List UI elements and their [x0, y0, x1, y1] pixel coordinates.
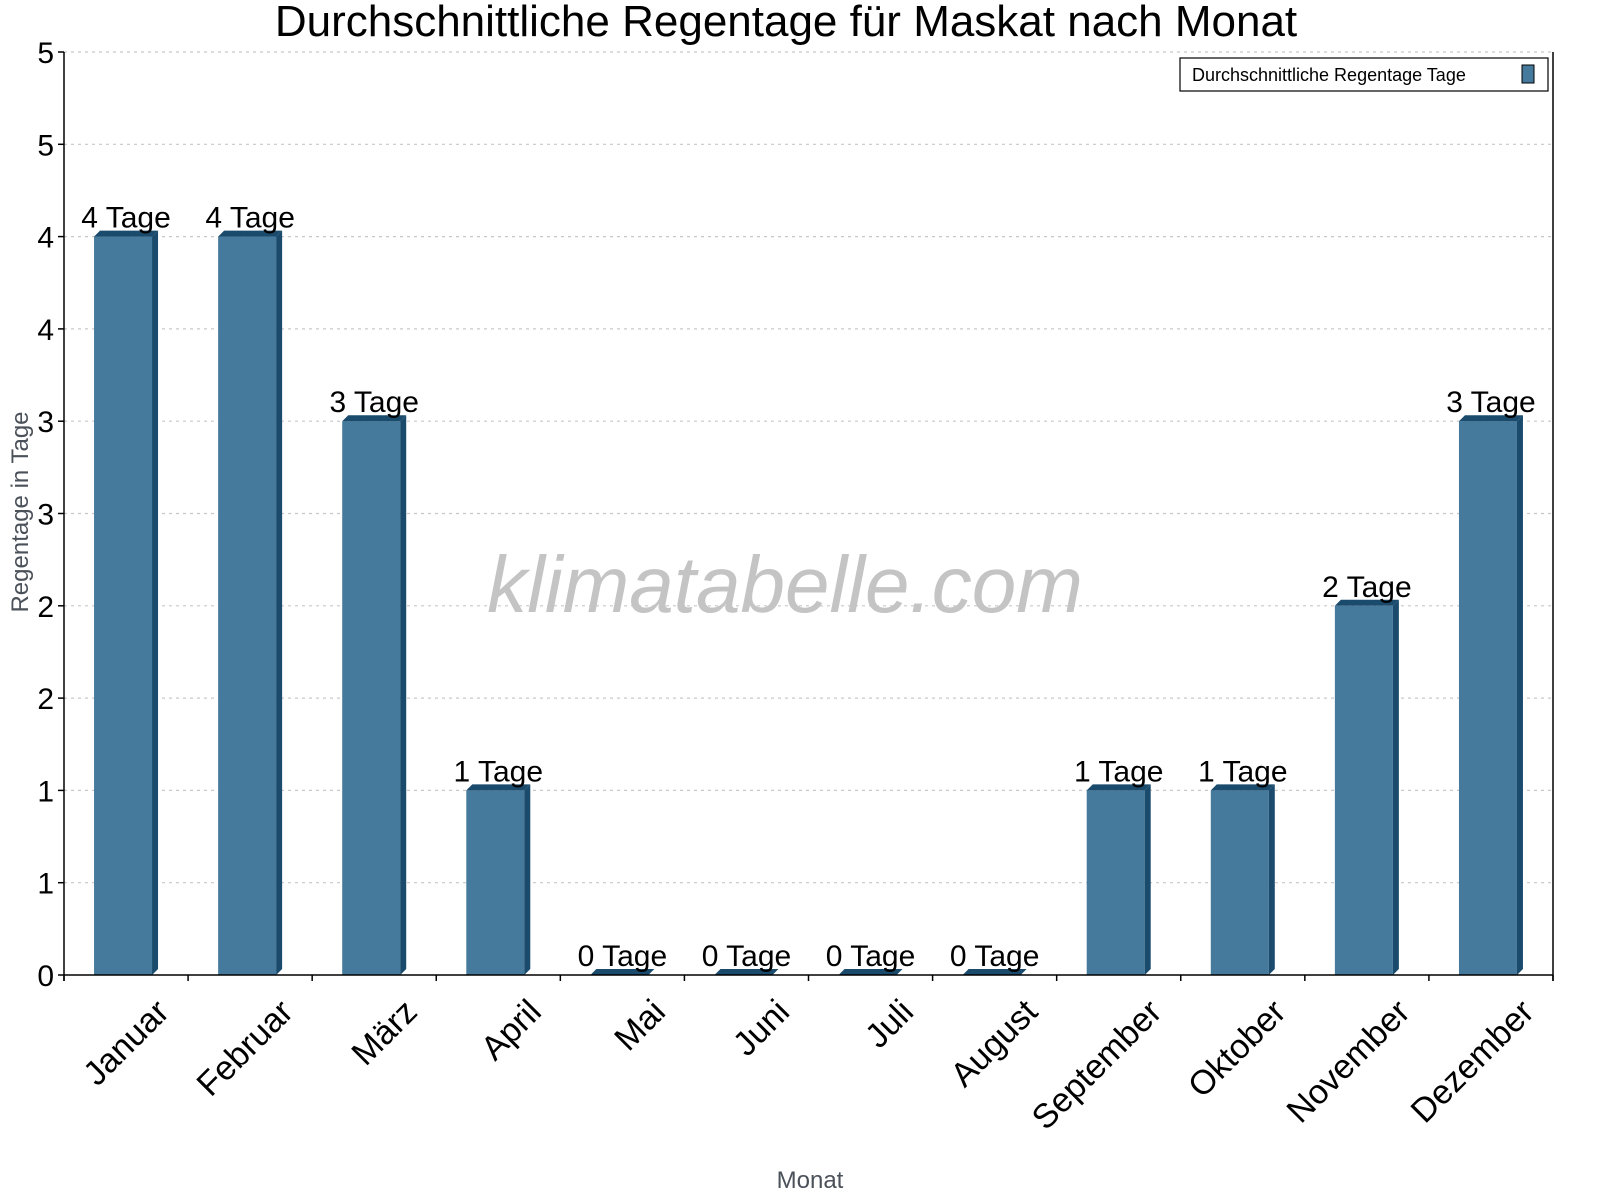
data-label: 1 Tage: [454, 755, 544, 788]
bar-front: [1086, 790, 1145, 975]
bar-side: [524, 784, 531, 975]
bar-top: [590, 969, 655, 975]
x-axis-title: Monat: [777, 1167, 844, 1194]
bar-front: [218, 236, 277, 976]
bar-front: [466, 790, 525, 975]
bars: 4 Tage 4 Tage 3 Tage 1 Tage 0 Tage 0 Tage 0 Ta…: [81, 202, 1536, 976]
x-tick-label: Oktober: [1181, 993, 1293, 1105]
bar-märz: 3 Tage: [329, 386, 419, 975]
x-tick-label: April: [474, 993, 549, 1068]
bar-top: [218, 230, 283, 237]
y-tick-label: 4: [37, 314, 54, 347]
legend-label: Durchschnittliche Regentage Tage: [1192, 65, 1466, 85]
x-tick-label: Mai: [607, 993, 673, 1059]
data-label: 2 Tage: [1322, 571, 1412, 604]
bar-front: [1334, 605, 1393, 975]
bar-side: [400, 415, 407, 975]
data-label: 4 Tage: [81, 202, 171, 235]
legend-swatch: [1521, 64, 1535, 84]
bar-juli: 0 Tage: [826, 940, 916, 975]
bar-front: [1458, 421, 1517, 975]
bar-april: 1 Tage: [454, 755, 544, 975]
axes: [63, 52, 1554, 981]
bar-top: [342, 415, 407, 422]
bar-front: [342, 421, 401, 975]
y-tick-label: 1: [37, 775, 54, 808]
bar-top: [466, 784, 531, 791]
y-tick-label: 0: [37, 960, 54, 993]
x-tick-label: November: [1280, 993, 1418, 1131]
bar-top: [714, 969, 779, 975]
bar-side: [276, 230, 283, 976]
x-tick-label: Juni: [726, 993, 797, 1064]
y-tick-label: 1: [37, 868, 54, 901]
bar-oktober: 1 Tage: [1198, 755, 1288, 975]
bar-februar: 4 Tage: [205, 202, 295, 976]
bar-januar: 4 Tage: [81, 202, 171, 976]
y-tick-label: 2: [37, 683, 54, 716]
bar-juni: 0 Tage: [702, 940, 792, 975]
y-tick-label: 3: [37, 406, 54, 439]
legend-box: [1179, 57, 1549, 92]
bar-september: 1 Tage: [1074, 755, 1164, 975]
data-label: 1 Tage: [1074, 755, 1164, 788]
bar-side: [1144, 784, 1151, 975]
data-label: 0 Tage: [578, 940, 668, 973]
bar-dezember: 3 Tage: [1446, 386, 1536, 975]
data-label: 3 Tage: [1446, 386, 1536, 419]
bar-top: [1086, 784, 1151, 791]
bar-front: [94, 236, 153, 976]
bar-top: [1458, 415, 1523, 422]
y-tick-label: 2: [37, 591, 54, 624]
y-axis-ticks: 0 1 1 2 2 3 3 4 4 5 5: [37, 37, 64, 993]
y-tick-label: 5: [37, 37, 54, 70]
watermark: klimatabelle.com: [487, 540, 1083, 629]
chart-title: Durchschnittliche Regentage für Maskat n…: [275, 0, 1297, 46]
x-tick-label: März: [344, 993, 424, 1073]
bar-november: 2 Tage: [1322, 571, 1412, 975]
bar-side: [1516, 415, 1523, 975]
x-axis-ticks: Januar Februar März April Mai Juni Juli AugustS…: [63, 975, 1554, 1137]
bar-top: [1210, 784, 1275, 791]
data-label: 0 Tage: [950, 940, 1040, 973]
bar-side: [152, 230, 159, 976]
bar-mai: 0 Tage: [578, 940, 668, 975]
bar-top: [838, 969, 903, 975]
x-tick-label: Februar: [190, 993, 301, 1104]
legend: Durchschnittliche Regentage Tage: [1179, 57, 1549, 92]
x-tick-label: Dezember: [1404, 993, 1542, 1131]
y-tick-label: 3: [37, 499, 54, 532]
bar-side: [1268, 784, 1275, 975]
y-tick-label: 5: [37, 129, 54, 162]
y-axis-title: Regentage in Tage: [7, 411, 34, 612]
data-label: 0 Tage: [826, 940, 916, 973]
data-label: 1 Tage: [1198, 755, 1288, 788]
data-label: 0 Tage: [702, 940, 792, 973]
x-tick-label: September: [1025, 993, 1169, 1137]
data-label: 4 Tage: [205, 202, 295, 235]
gridlines: [64, 51, 1553, 884]
y-tick-label: 4: [37, 222, 54, 255]
bar-august: 0 Tage: [950, 940, 1040, 975]
x-tick-label: Januar: [76, 993, 176, 1093]
x-tick-label: Juli: [858, 993, 921, 1056]
bar-top: [1334, 599, 1399, 606]
x-tick-label: August: [943, 992, 1045, 1094]
bar-top: [94, 230, 159, 237]
bar-side: [1392, 599, 1399, 975]
bar-front: [1210, 790, 1269, 975]
bar-top: [962, 969, 1027, 975]
data-label: 3 Tage: [329, 386, 419, 419]
